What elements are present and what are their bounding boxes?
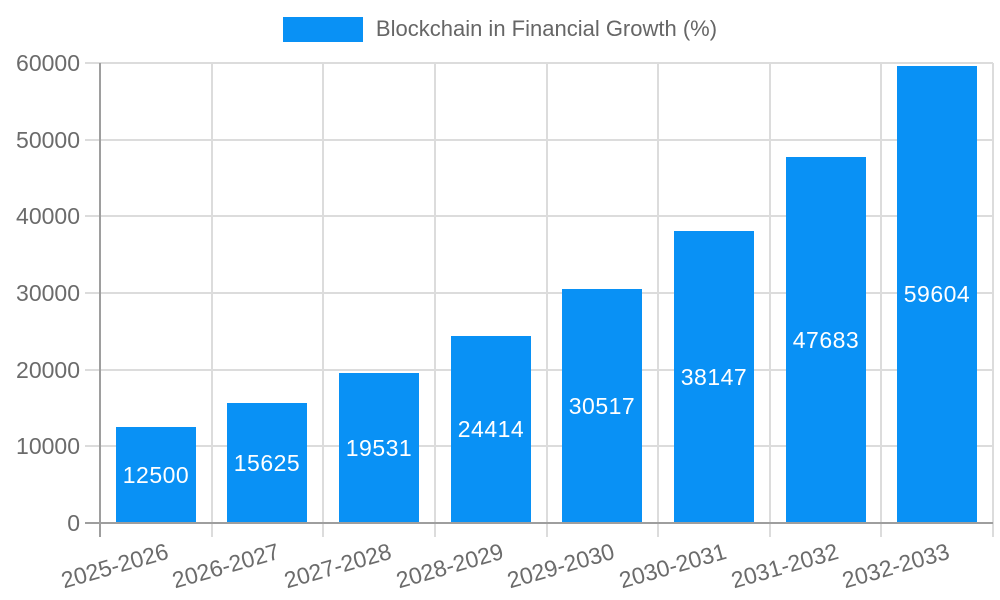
x-axis-tick-label: 2029-2030 bbox=[504, 538, 618, 594]
bar-value-label: 59604 bbox=[903, 281, 971, 307]
gridline-vertical bbox=[546, 63, 548, 537]
gridline-vertical bbox=[211, 63, 213, 537]
gridline-horizontal bbox=[85, 62, 993, 64]
bar-2029-2030: 30517 bbox=[562, 289, 642, 523]
bar-2031-2032: 47683 bbox=[786, 157, 866, 523]
bar-2030-2031: 38147 bbox=[674, 231, 754, 523]
y-axis-tick-label: 40000 bbox=[16, 203, 80, 229]
x-axis-tick-label: 2025-2026 bbox=[58, 538, 171, 594]
bar-2032-2033: 59604 bbox=[897, 66, 977, 523]
bar-value-label: 19531 bbox=[345, 434, 413, 461]
y-axis-tick-label: 50000 bbox=[16, 127, 80, 153]
y-axis-tick-label: 60000 bbox=[16, 50, 80, 76]
gridline-vertical bbox=[880, 63, 882, 537]
y-axis-tick-label: 20000 bbox=[16, 357, 80, 383]
bar-value-label: 38147 bbox=[680, 363, 748, 390]
x-axis-tick-label: 2027-2028 bbox=[281, 538, 395, 594]
legend[interactable]: Blockchain in Financial Growth (%) bbox=[0, 16, 1000, 42]
gridline-horizontal bbox=[85, 292, 993, 294]
gridline-horizontal bbox=[85, 215, 993, 217]
gridline-horizontal bbox=[85, 445, 993, 447]
y-axis-tick-label: 10000 bbox=[16, 433, 80, 459]
bar-value-label: 30517 bbox=[568, 392, 636, 419]
x-axis-tick-label: 2032-2033 bbox=[839, 538, 953, 594]
gridline-vertical bbox=[657, 63, 659, 537]
gridline-vertical bbox=[322, 63, 324, 537]
x-axis-tick-label: 2028-2029 bbox=[392, 538, 506, 594]
bar-2027-2028: 19531 bbox=[339, 373, 419, 523]
x-axis-line bbox=[85, 522, 993, 524]
gridline-vertical bbox=[769, 63, 771, 537]
y-axis-line bbox=[99, 63, 101, 537]
legend-label: Blockchain in Financial Growth (%) bbox=[375, 16, 718, 41]
bar-2026-2027: 15625 bbox=[227, 403, 307, 523]
bar-value-label: 12500 bbox=[122, 461, 190, 488]
x-axis-tick-label: 2026-2027 bbox=[169, 538, 283, 594]
y-axis-tick-label: 0 bbox=[67, 510, 80, 536]
y-axis-tick-label: 30000 bbox=[16, 280, 80, 306]
bar-value-label: 47683 bbox=[792, 326, 860, 353]
bar-2025-2026: 12500 bbox=[116, 427, 196, 523]
gridline-horizontal bbox=[85, 369, 993, 371]
bar-value-label: 24414 bbox=[457, 416, 525, 442]
legend-swatch bbox=[282, 16, 363, 42]
x-axis-tick-label: 2030-2031 bbox=[616, 538, 730, 594]
gridline-horizontal bbox=[85, 139, 993, 141]
bar-2028-2029: 24414 bbox=[451, 336, 531, 523]
bar-value-label: 15625 bbox=[233, 449, 301, 476]
gridline-vertical bbox=[434, 63, 436, 537]
gridline-vertical bbox=[992, 63, 994, 537]
x-axis-tick-label: 2031-2032 bbox=[727, 538, 841, 594]
